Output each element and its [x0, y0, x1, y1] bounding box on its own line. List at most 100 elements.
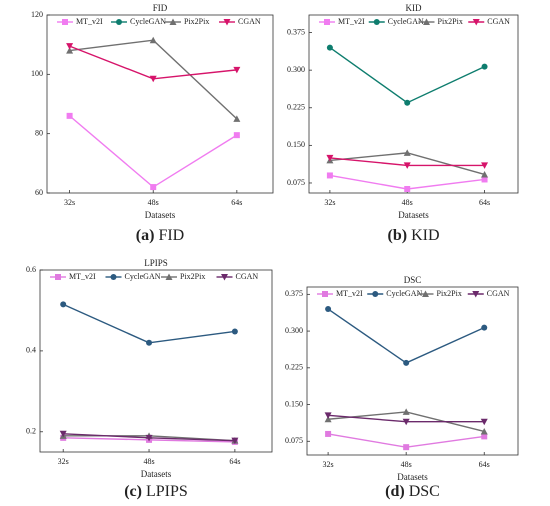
x-tick-label: 48s — [402, 198, 413, 207]
x-tick-label: 48s — [143, 457, 154, 466]
marker — [110, 274, 117, 280]
marker — [149, 75, 157, 83]
marker — [481, 433, 488, 440]
y-tick-label: 0.375 — [287, 27, 305, 36]
caption: (b) KID — [388, 227, 440, 244]
series-line — [69, 45, 237, 80]
x-axis-label: Datasets — [145, 210, 176, 220]
x-axis-label: Datasets — [397, 472, 428, 482]
marker — [480, 427, 488, 435]
x-axis-label: Datasets — [398, 210, 429, 220]
marker — [472, 19, 480, 26]
subplot: FID 60 80 100 120 32s 48s 64s Datasets MT_v2I Cycl… — [31, 3, 274, 244]
series-line — [329, 47, 485, 104]
plot-frame — [306, 286, 519, 456]
y-tick-label: 0.4 — [26, 346, 36, 355]
marker — [150, 184, 157, 191]
series-line — [327, 308, 485, 364]
y-tick-label: 0.6 — [26, 265, 36, 274]
legend-label: Pix2Pix — [184, 17, 209, 26]
marker — [233, 115, 241, 122]
marker — [149, 36, 157, 44]
marker — [404, 99, 411, 106]
marker — [472, 291, 480, 298]
x-tick-label: 48s — [401, 460, 412, 469]
y-tick-label: 0.075 — [285, 436, 303, 445]
marker — [404, 185, 411, 192]
marker — [402, 408, 410, 415]
y-tick-label: 100 — [31, 69, 43, 78]
legend-label: CGAN — [487, 17, 510, 26]
caption: (c) LPIPS — [124, 483, 188, 500]
marker — [231, 328, 238, 335]
marker — [403, 359, 410, 366]
marker — [233, 132, 240, 139]
chart-title: KID — [406, 3, 422, 13]
legend-label: Pix2Pix — [437, 289, 462, 298]
x-tick-label: 32s — [323, 460, 334, 469]
plot-frame — [46, 14, 274, 194]
marker — [402, 418, 410, 426]
caption-label: (d) — [385, 483, 405, 500]
marker — [223, 19, 231, 26]
marker — [231, 437, 239, 445]
subplot: LPIPS 0.2 0.4 0.6 32s 48s 64s Datasets MT_v2I Cyc… — [26, 258, 273, 500]
marker — [145, 434, 153, 442]
marker — [221, 274, 228, 281]
legend-label: CycleGAN — [386, 289, 422, 298]
marker — [481, 176, 488, 183]
series-line — [62, 303, 235, 344]
x-tick-label: 32s — [58, 457, 69, 466]
marker — [66, 43, 74, 50]
y-tick-label: 0.225 — [287, 103, 305, 112]
caption-label: (c) — [124, 483, 142, 500]
marker — [373, 19, 380, 25]
marker — [60, 301, 67, 308]
legend-label: MT_v2I — [338, 17, 365, 26]
x-tick-label: 32s — [324, 198, 335, 207]
marker — [66, 112, 73, 119]
marker — [324, 412, 332, 419]
chart-title: FID — [153, 3, 168, 13]
x-tick-label: 64s — [479, 460, 490, 469]
y-tick-label: 80 — [35, 128, 43, 137]
caption-text: FID — [158, 227, 184, 244]
marker — [403, 149, 411, 156]
marker — [62, 19, 68, 25]
caption-text: KID — [411, 227, 439, 244]
y-tick-label: 0.2 — [26, 427, 36, 436]
y-tick-label: 120 — [31, 10, 43, 19]
marker — [322, 291, 328, 297]
y-tick-label: 0.150 — [287, 140, 305, 149]
caption-label: (b) — [388, 227, 408, 244]
caption: (a) FID — [136, 227, 184, 244]
legend-label: MT_v2I — [336, 289, 363, 298]
legend-label: CGAN — [236, 272, 259, 281]
chart-title: DSC — [404, 275, 422, 285]
marker — [326, 172, 333, 179]
marker — [324, 19, 330, 25]
marker — [325, 430, 332, 437]
marker — [169, 18, 177, 25]
marker — [480, 418, 488, 426]
marker — [116, 19, 122, 25]
x-tick-label: 64s — [229, 457, 240, 466]
y-tick-label: 0.300 — [287, 65, 305, 74]
x-tick-label: 64s — [231, 198, 242, 207]
marker — [165, 273, 173, 280]
y-tick-label: 0.375 — [285, 289, 303, 298]
legend-label: CGAN — [238, 17, 261, 26]
legend-label: CycleGAN — [125, 272, 161, 281]
marker — [481, 63, 488, 70]
marker — [59, 430, 67, 438]
legend-label: CGAN — [487, 289, 510, 298]
marker — [481, 324, 488, 331]
legend-label: CycleGAN — [388, 17, 424, 26]
series-line — [69, 115, 238, 188]
caption-label: (a) — [136, 227, 155, 244]
y-tick-label: 0.300 — [285, 326, 303, 335]
marker — [325, 306, 332, 313]
marker — [481, 162, 489, 169]
subplot: DSC 0.075 0.150 0.225 0.300 0.375 32s 48s 64s Dat… — [285, 275, 519, 500]
